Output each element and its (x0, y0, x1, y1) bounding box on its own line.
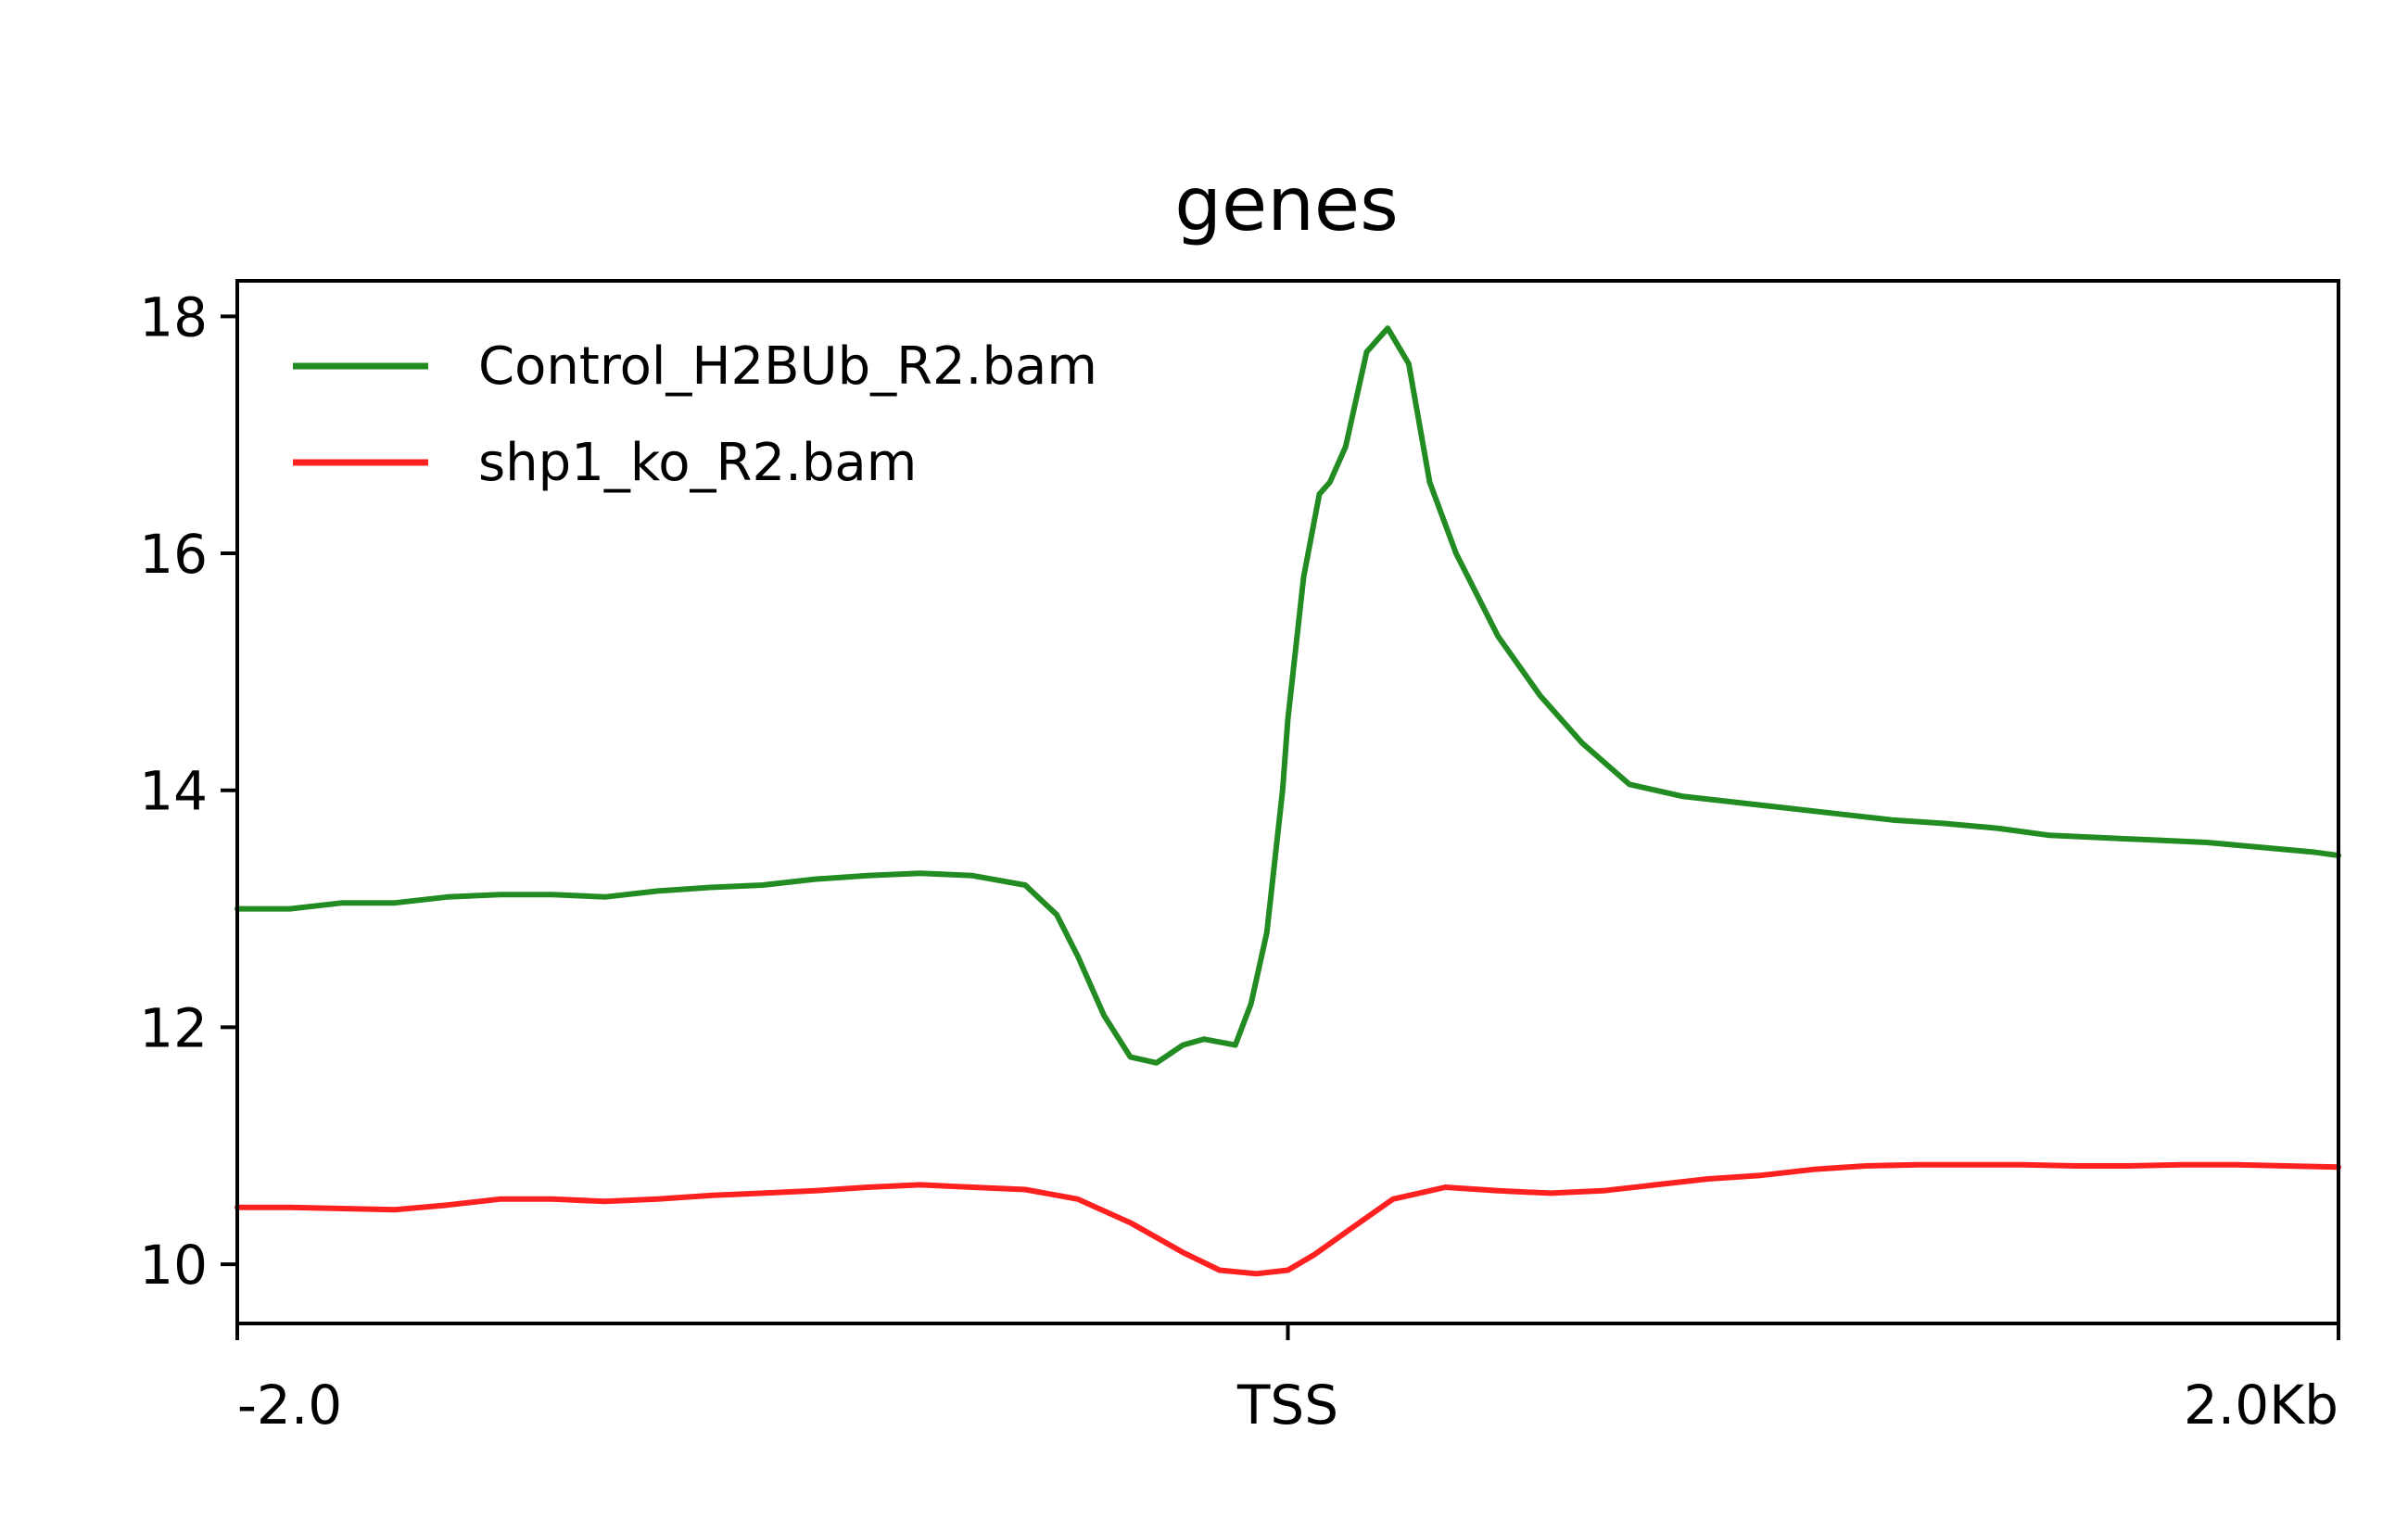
y-tick-label: 14 (139, 760, 208, 823)
x-tick-label: -2.0 (237, 1374, 342, 1437)
series-line-0 (234, 325, 2341, 1066)
y-tick-label: 12 (139, 996, 208, 1059)
y-tick-label: 18 (139, 285, 208, 348)
y-tick-label: 16 (139, 523, 208, 586)
series-line-1 (234, 1161, 2341, 1277)
legend-label-0: Control_H2BUb_R2.bam (478, 336, 1097, 397)
chart-title: genes (1174, 161, 1399, 247)
legend: Control_H2BUb_R2.bam shp1_ko_R2.bam (293, 336, 1097, 493)
x-tick-label: 2.0Kb (2184, 1374, 2338, 1437)
series-layer (234, 325, 2341, 1277)
x-tick-label: TSS (1236, 1374, 1338, 1437)
y-tick-label: 10 (139, 1234, 208, 1297)
axes-layer: 10 12 14 16 18 -2.0 TSS 2.0Kb (139, 279, 2340, 1437)
legend-label-1: shp1_ko_R2.bam (478, 433, 917, 493)
